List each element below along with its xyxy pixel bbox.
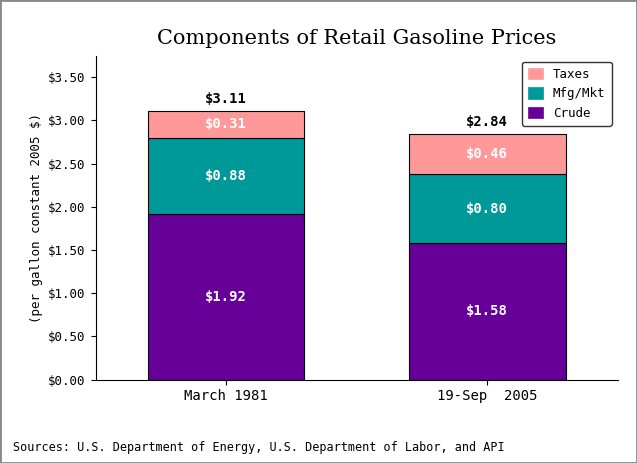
Bar — [409, 134, 566, 174]
Bar — [409, 174, 566, 243]
Text: $3.11: $3.11 — [205, 92, 247, 106]
Bar — [409, 243, 566, 380]
Text: $2.84: $2.84 — [466, 115, 508, 129]
Text: $1.58: $1.58 — [466, 304, 508, 319]
Text: $0.88: $0.88 — [205, 169, 247, 183]
Text: Sources: U.S. Department of Energy, U.S. Department of Labor, and API: Sources: U.S. Department of Energy, U.S.… — [13, 441, 505, 454]
Bar — [148, 111, 304, 138]
Bar — [148, 214, 304, 380]
Legend: Taxes, Mfg/Mkt, Crude: Taxes, Mfg/Mkt, Crude — [522, 62, 612, 126]
Text: $1.92: $1.92 — [205, 290, 247, 304]
Title: Components of Retail Gasoline Prices: Components of Retail Gasoline Prices — [157, 30, 556, 49]
Text: $0.46: $0.46 — [466, 147, 508, 161]
Text: $0.80: $0.80 — [466, 201, 508, 216]
Y-axis label: (per gallon constant 2005 $): (per gallon constant 2005 $) — [30, 113, 43, 323]
Bar — [148, 138, 304, 214]
Text: $0.31: $0.31 — [205, 117, 247, 131]
